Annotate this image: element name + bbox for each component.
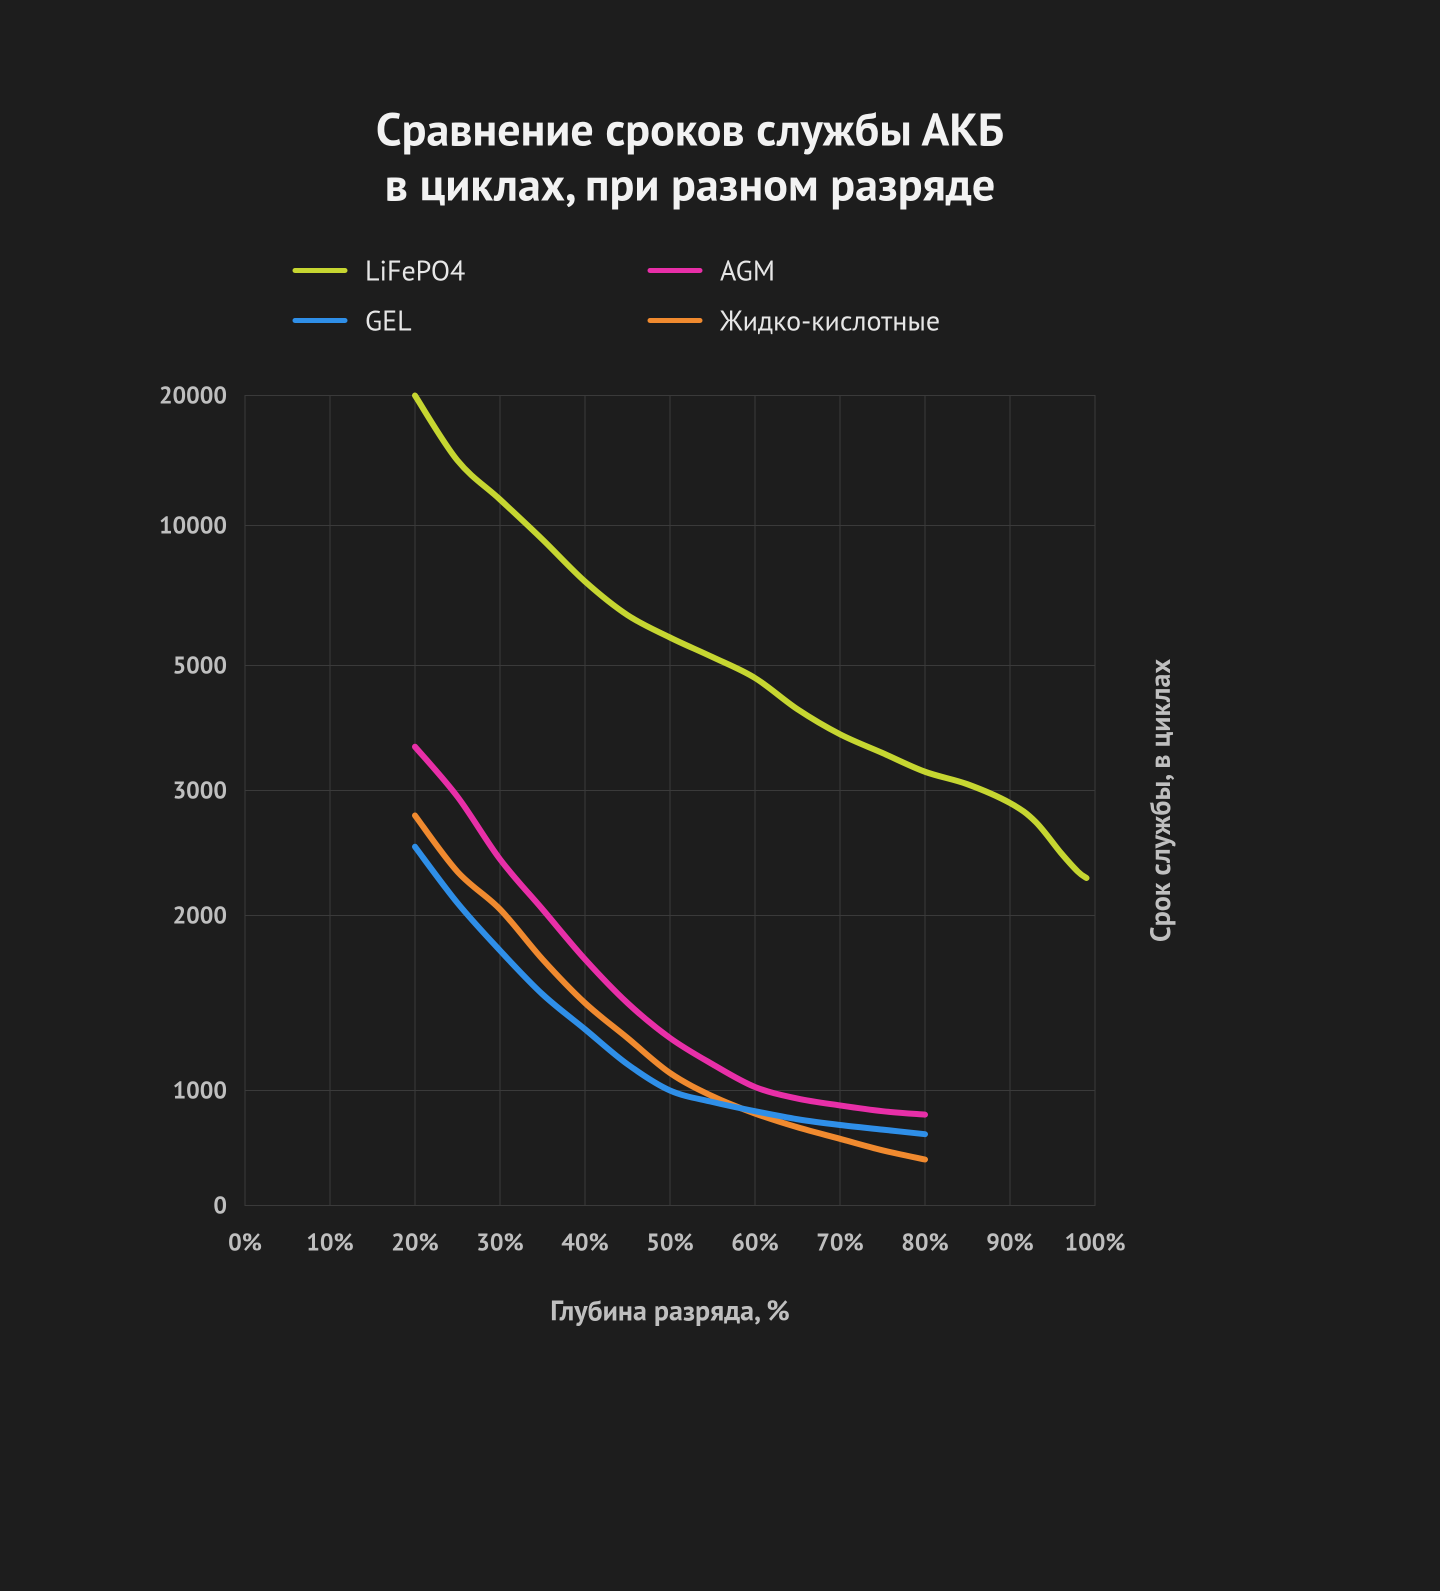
chart-title-line2: в циклах, при разном разряде xyxy=(385,153,995,213)
y-tick-label: 0 xyxy=(213,1189,227,1220)
cycle-life-chart: 0% 10% 20% 30% 40% 50% 60% 70% 80% 90% 100% 0 1000 20… xyxy=(0,0,1440,1591)
y-tick-label: 3000 xyxy=(173,774,227,805)
x-tick-label: 20% xyxy=(391,1226,438,1257)
y-tick-label: 10000 xyxy=(159,509,227,540)
chart-title-line1: Сравнение сроков службы АКБ xyxy=(376,98,1004,158)
x-tick-label: 50% xyxy=(646,1226,693,1257)
y-axis-label: Срок службы, в циклах xyxy=(1141,658,1178,941)
x-tick-label: 80% xyxy=(901,1226,948,1257)
x-axis-label: Глубина разряда, % xyxy=(550,1291,790,1328)
x-tick-label: 40% xyxy=(561,1226,608,1257)
x-tick-label: 70% xyxy=(816,1226,863,1257)
page: 0% 10% 20% 30% 40% 50% 60% 70% 80% 90% 100% 0 1000 20… xyxy=(0,0,1440,1591)
x-tick-label: 10% xyxy=(306,1226,353,1257)
x-tick-label: 0% xyxy=(228,1226,262,1257)
x-tick-label: 90% xyxy=(986,1226,1033,1257)
legend-label: AGM xyxy=(720,251,775,288)
x-tick-label: 100% xyxy=(1065,1226,1126,1257)
y-tick-label: 1000 xyxy=(173,1074,227,1105)
y-tick-label: 5000 xyxy=(173,649,227,680)
y-tick-label: 2000 xyxy=(173,899,227,930)
y-tick-label: 20000 xyxy=(159,379,227,410)
x-tick-label: 30% xyxy=(476,1226,523,1257)
chart-container: 0% 10% 20% 30% 40% 50% 60% 70% 80% 90% 100% 0 1000 20… xyxy=(0,0,1440,1591)
legend-label: Жидко-кислотные xyxy=(719,301,940,338)
x-tick-label: 60% xyxy=(731,1226,778,1257)
legend-label: LiFePO4 xyxy=(365,251,465,288)
legend-label: GEL xyxy=(365,301,412,338)
